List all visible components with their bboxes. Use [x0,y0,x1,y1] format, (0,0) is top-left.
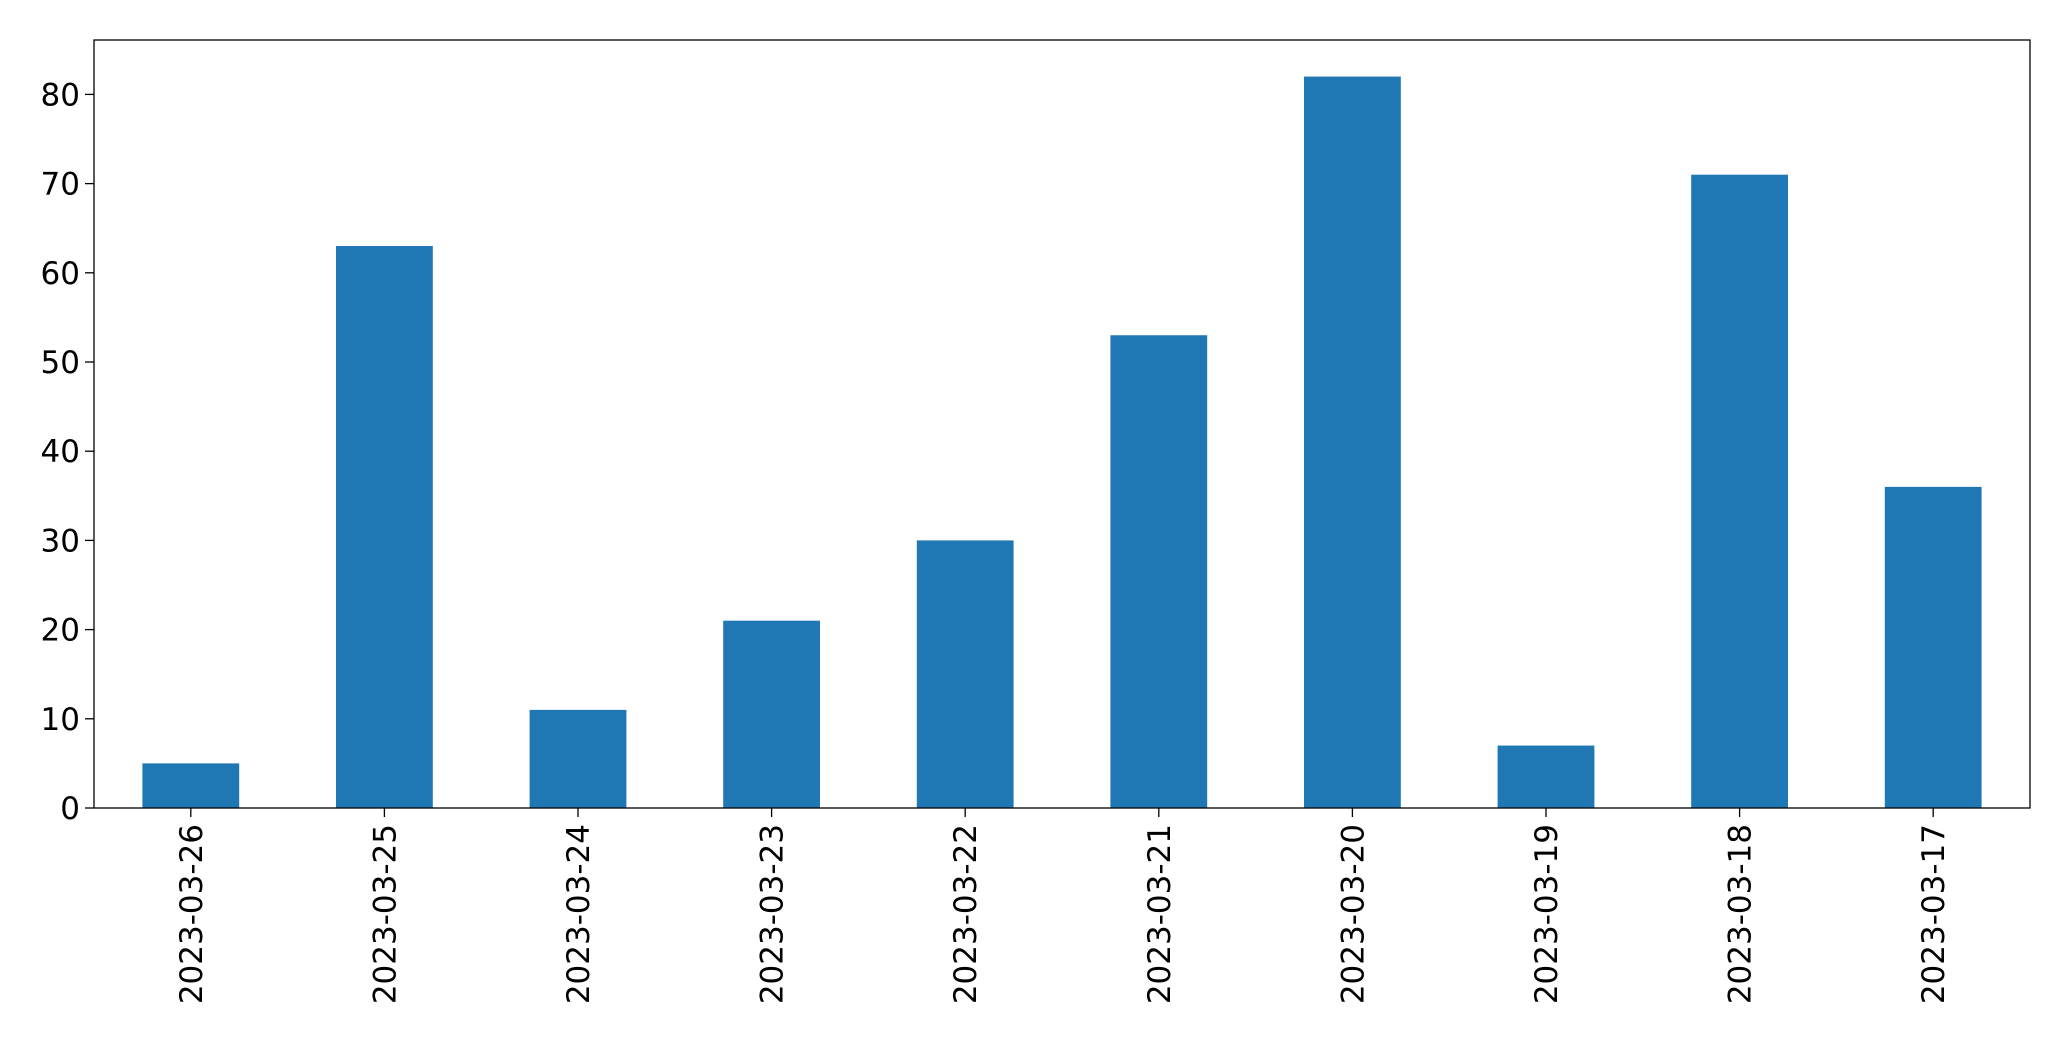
x-tick-label: 2023-03-24 [561,824,597,1004]
bar [1884,486,1982,808]
bar [916,540,1014,808]
y-tick-label: 20 [41,613,80,649]
bar [723,620,820,808]
bar [1691,174,1788,809]
x-tick-label: 2023-03-21 [1142,824,1178,1004]
y-tick-label: 10 [41,702,80,738]
y-tick-label: 30 [41,523,80,559]
y-tick-label: 70 [41,167,80,203]
bar [1110,335,1208,808]
bar [336,246,433,809]
x-tick-label: 2023-03-25 [367,824,403,1004]
y-tick-label: 50 [41,345,80,381]
bar [1304,76,1401,809]
y-tick-label: 60 [41,256,80,292]
x-tick-label: 2023-03-20 [1335,824,1371,1004]
x-tick-label: 2023-03-22 [948,824,984,1004]
y-tick-label: 80 [41,77,80,113]
y-tick-label: 0 [60,791,80,827]
y-tick-label: 40 [41,434,80,470]
bar [529,709,627,808]
bar [1497,745,1595,808]
x-tick-label: 2023-03-26 [174,824,210,1004]
bar [142,763,240,808]
x-tick-label: 2023-03-19 [1529,824,1565,1004]
x-tick-label: 2023-03-18 [1723,824,1759,1004]
x-tick-label: 2023-03-23 [755,824,791,1004]
x-tick-label: 2023-03-17 [1916,824,1952,1004]
plot-frame [93,39,2031,809]
